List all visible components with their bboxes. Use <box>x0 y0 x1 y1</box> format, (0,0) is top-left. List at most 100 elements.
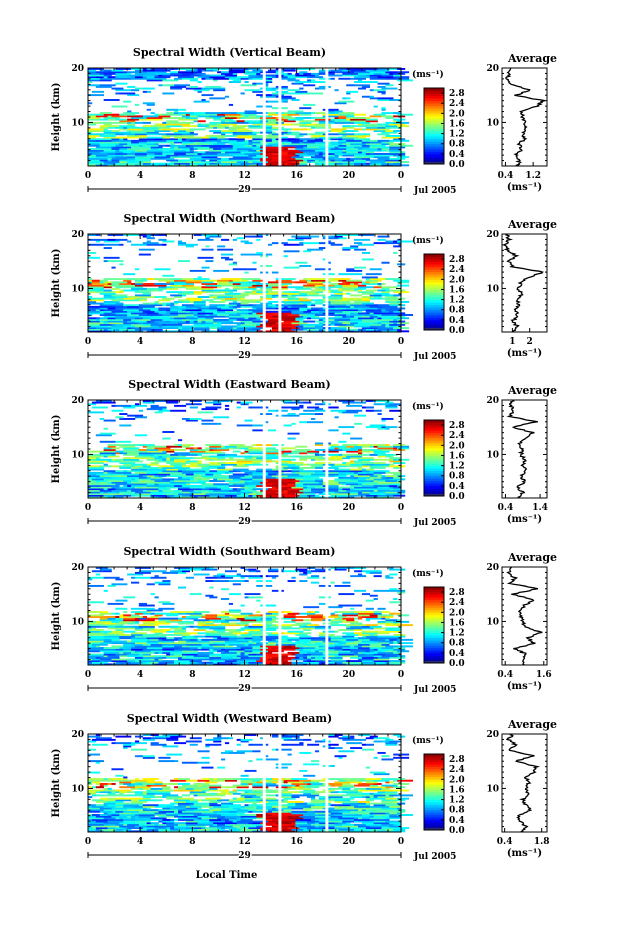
heatmap-cell <box>240 486 249 489</box>
heatmap-cell <box>381 475 386 478</box>
heatmap-cell <box>127 157 136 160</box>
heatmap-cell <box>209 449 214 451</box>
heatmap-cell <box>299 650 312 653</box>
heatmap-cell <box>138 143 147 146</box>
heatmap-cell <box>350 475 355 478</box>
heatmap-cell <box>248 328 261 331</box>
heatmap-cell <box>350 144 363 147</box>
heatmap-cell <box>299 624 308 627</box>
heatmap-cell <box>88 661 93 664</box>
heatmap-cell <box>342 401 351 404</box>
heatmap-cell <box>252 647 269 649</box>
colorbar-swatch <box>424 266 444 270</box>
heatmap-cell <box>228 315 245 318</box>
heatmap-cell <box>209 653 226 656</box>
heatmap-cell <box>170 651 187 654</box>
heatmap-cell <box>111 471 116 474</box>
heatmap-cell <box>103 117 120 119</box>
heatmap-cell <box>221 278 237 281</box>
heatmap-cell <box>342 248 351 251</box>
heatmap-cell <box>326 488 339 491</box>
heatmap-cell <box>373 445 378 448</box>
heatmap-cell <box>142 622 155 625</box>
heatmap-cell <box>271 663 281 666</box>
heatmap-cell <box>193 635 206 638</box>
heatmap-cell <box>134 322 140 325</box>
heatmap-cell <box>373 400 390 402</box>
heatmap-cell <box>111 323 116 326</box>
heatmap-cell <box>213 648 222 651</box>
heatmap-cell <box>236 655 249 658</box>
heatmap-cell <box>99 611 108 614</box>
heatmap-cell <box>260 614 265 617</box>
heatmap-cell <box>385 149 390 152</box>
heatmap-cell <box>170 149 187 152</box>
heatmap-cell <box>138 118 147 121</box>
heatmap-cell <box>365 400 374 402</box>
heatmap-cell <box>291 328 304 331</box>
heatmap-cell <box>342 453 351 456</box>
heatmap-cell <box>318 453 327 456</box>
heatmap-cell <box>373 314 378 316</box>
heatmap-cell <box>99 475 116 478</box>
heatmap-cell <box>326 650 339 653</box>
heatmap-cell <box>389 149 402 152</box>
heatmap-cell <box>369 465 382 468</box>
heatmap-cell <box>99 159 108 162</box>
heatmap-cell <box>248 596 265 599</box>
heatmap-cell <box>181 637 198 640</box>
heatmap-cell <box>248 330 257 333</box>
heatmap-cell <box>389 152 406 155</box>
heatmap-cell <box>103 162 108 165</box>
heatmap-cell <box>256 131 261 134</box>
heatmap-cell <box>138 452 151 455</box>
colorbar-swatch <box>424 420 444 423</box>
heatmap-cell <box>314 159 320 162</box>
heatmap-cell <box>111 330 124 333</box>
heatmap-cell <box>381 314 386 316</box>
heatmap-cell <box>385 653 402 656</box>
heatmap-cell <box>369 281 378 284</box>
heatmap-cell <box>393 112 402 115</box>
heatmap-cell <box>213 312 222 315</box>
heatmap-cell <box>181 294 187 297</box>
heatmap-cell <box>361 297 371 300</box>
heatmap-cell <box>354 138 370 141</box>
heatmap-cell <box>142 128 159 131</box>
heatmap-cell <box>311 581 320 584</box>
heatmap-cell <box>299 291 316 294</box>
heatmap-cell <box>244 89 261 92</box>
heatmap-cell <box>154 411 163 414</box>
heatmap-cell <box>197 622 206 625</box>
heatmap-cell <box>314 117 327 119</box>
heatmap-cell <box>299 580 308 582</box>
heatmap-cell <box>91 406 108 409</box>
heatmap-cell <box>346 323 355 326</box>
heatmap-cell <box>377 496 394 499</box>
heatmap-cell <box>201 139 206 142</box>
heatmap-cell <box>357 491 363 494</box>
heatmap-cell <box>334 322 343 325</box>
data-gap <box>325 234 329 332</box>
heatmap-cell <box>209 74 226 77</box>
heatmap-cell <box>88 305 97 308</box>
heatmap-cell <box>185 87 202 90</box>
heatmap-cell <box>232 305 241 308</box>
heatmap-cell <box>232 478 241 481</box>
heatmap-cell <box>115 653 128 656</box>
data-gap <box>325 400 329 498</box>
heatmap-cell <box>115 76 132 79</box>
heatmap-cell <box>150 68 167 70</box>
heatmap-cell <box>361 144 371 147</box>
colorbar-swatch <box>424 156 444 160</box>
heatmap-cell <box>271 312 281 315</box>
heatmap-cell <box>330 658 343 661</box>
heatmap-cell <box>291 468 304 471</box>
date-label: Jul 2005 <box>413 518 456 528</box>
heatmap-cell <box>217 320 234 323</box>
heatmap-cell <box>326 152 331 155</box>
heatmap-cell <box>307 152 320 155</box>
heatmap-cell <box>248 161 253 164</box>
heatmap-cell <box>295 622 304 625</box>
heatmap-cell <box>103 427 108 430</box>
